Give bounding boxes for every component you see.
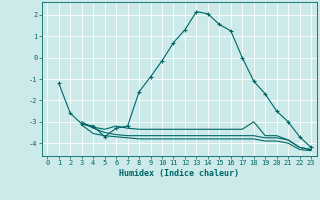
X-axis label: Humidex (Indice chaleur): Humidex (Indice chaleur) (119, 169, 239, 178)
